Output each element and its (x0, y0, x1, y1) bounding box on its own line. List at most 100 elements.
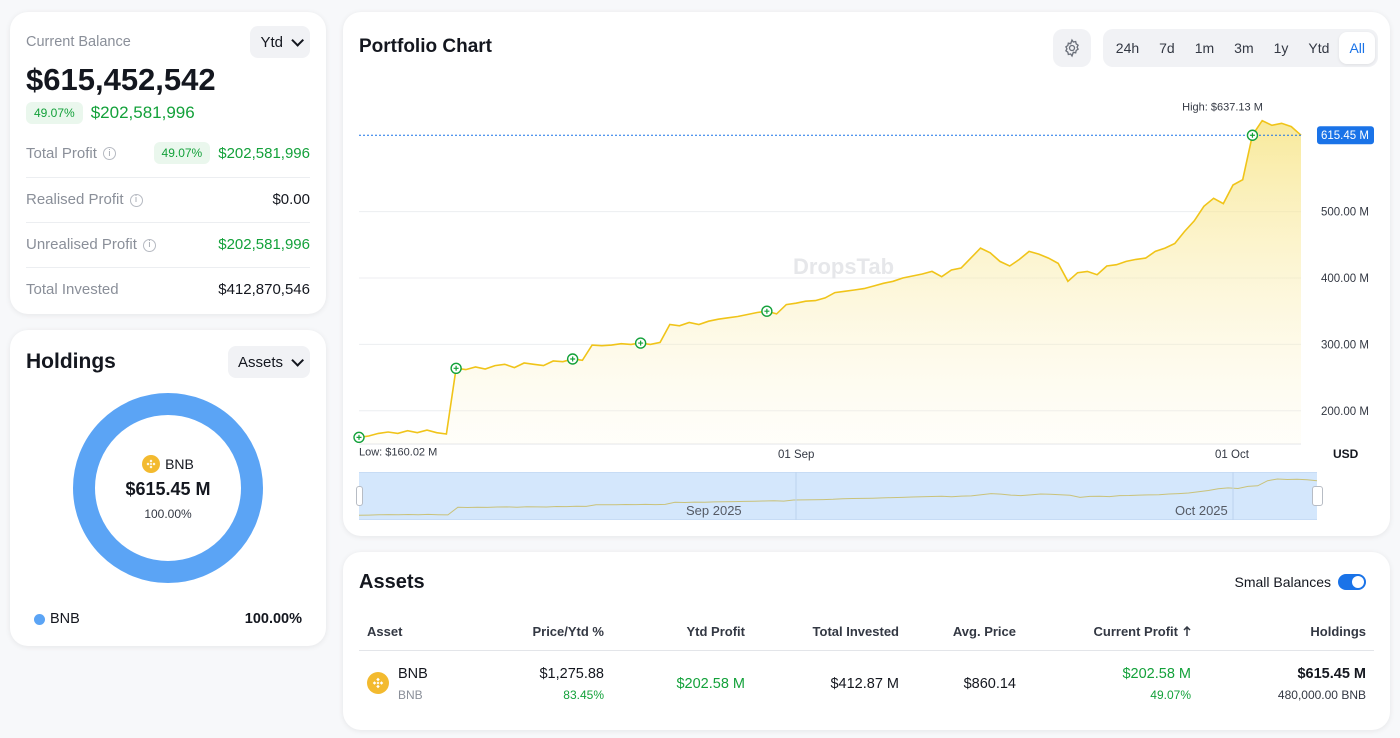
balance-change-value: $202,581,996 (90, 103, 195, 122)
small-balances-label: Small Balances (1234, 574, 1332, 590)
asset-holdings-value: $615.45 M (1297, 666, 1366, 682)
asset-price: $1,275.88 (539, 666, 604, 682)
navigator-left-handle[interactable] (356, 486, 363, 506)
legend-asset-pct: 100.00% (244, 611, 302, 627)
y-tick-label: 300.00 M (1321, 339, 1369, 351)
table-row[interactable]: BNB BNB $1,275.88 83.45% $202.58 M $412.… (343, 652, 1390, 722)
current-value-label: 615.45 M (1321, 130, 1369, 142)
chart-navigator[interactable] (359, 472, 1317, 520)
navigator-mini-chart (359, 472, 1317, 520)
navigator-label-sep: Sep 2025 (686, 503, 742, 518)
info-icon[interactable]: i (142, 238, 156, 252)
total-profit-row: Total Profit i 49.07% $202,581,996 (26, 131, 310, 175)
realised-profit-value: $0.00 (272, 191, 310, 208)
balance-period-label: Ytd (260, 33, 283, 51)
unrealised-profit-value: $202,581,996 (218, 236, 310, 253)
legend-asset-name: BNB (50, 611, 80, 627)
unrealised-profit-label: Unrealised Profit (26, 236, 137, 253)
donut-pct: 100.00% (144, 507, 192, 521)
navigator-right-handle[interactable] (1312, 486, 1323, 506)
current-balance-value: $615,452,542 (26, 62, 216, 97)
chart-watermark: DropsTab (793, 254, 894, 279)
realised-profit-row: Realised Profit i $0.00 (26, 177, 310, 221)
table-header-divider (359, 650, 1374, 651)
assets-title: Assets (359, 571, 425, 593)
buy-marker-icon[interactable] (634, 337, 647, 349)
asset-ytd-profit: $202.58 M (676, 676, 745, 692)
balance-period-dropdown[interactable]: Ytd (250, 26, 310, 58)
col-current-profit-label: Current Profit (1093, 624, 1179, 639)
range-button-1y[interactable]: 1y (1273, 40, 1289, 56)
range-button-all[interactable]: All (1339, 32, 1375, 64)
portfolio-chart-plot[interactable]: 500.00 M 400.00 M 300.00 M 200.00 M 01 Sep 01… (343, 12, 1390, 536)
current-balance-label: Current Balance (26, 34, 131, 50)
asset-ticker: BNB (398, 688, 423, 702)
range-button-7d[interactable]: 7d (1159, 40, 1175, 56)
realised-profit-label: Realised Profit (26, 191, 124, 208)
total-invested-value: $412,870,546 (218, 281, 310, 298)
buy-marker-icon[interactable] (450, 362, 462, 375)
asset-name: BNB (398, 666, 428, 682)
col-avg-price[interactable]: Avg. Price (952, 624, 1016, 639)
holdings-card: Holdings Assets BNB $615.45 M 100.00% BN… (10, 330, 326, 646)
current-value-badge: 615.45 M (1317, 126, 1374, 145)
bnb-coin-icon (142, 455, 161, 473)
total-profit-label: Total Profit (26, 144, 97, 162)
asset-ytd-pct: 83.45% (563, 688, 604, 702)
range-button-ytd[interactable]: Ytd (1308, 40, 1330, 56)
asset-holdings-amount: 480,000.00 BNB (1277, 688, 1366, 702)
portfolio-chart-card: Portfolio Chart 24h 7d 1m 3m 1y Ytd All 500.00… (343, 12, 1390, 536)
buy-marker-icon[interactable] (566, 353, 579, 365)
asset-current-profit: $202.58 M (1122, 666, 1191, 682)
buy-marker-icon[interactable] (353, 431, 365, 444)
total-profit-pct-badge: 49.07% (153, 142, 211, 164)
range-button-24h[interactable]: 24h (1115, 40, 1140, 56)
chart-high-label: High: $637.13 M (1182, 102, 1263, 114)
col-current-profit[interactable]: Current Profit (1094, 624, 1192, 639)
total-invested-row: Total Invested $412,870,546 (26, 267, 310, 311)
chevron-down-icon (291, 33, 304, 47)
buy-marker-icon[interactable] (761, 305, 773, 317)
y-tick-label: 500.00 M (1321, 207, 1369, 219)
col-price-ytd[interactable]: Price/Ytd % (532, 624, 604, 639)
holdings-legend-item[interactable]: BNB 100.00% (34, 611, 302, 627)
donut-segment-bnb[interactable] (73, 393, 263, 583)
donut-asset-label: BNB (165, 456, 194, 472)
range-button-3m[interactable]: 3m (1234, 40, 1254, 56)
y-tick-label: 400.00 M (1321, 273, 1369, 285)
chart-currency-label: USD (1333, 447, 1359, 461)
asset-total-invested: $412.87 M (830, 676, 899, 692)
total-invested-label: Total Invested (26, 281, 119, 298)
donut-value: $615.45 M (125, 479, 211, 499)
assets-card: Assets Small Balances Asset Price/Ytd % … (343, 552, 1390, 730)
chart-title: Portfolio Chart (359, 36, 492, 57)
info-icon[interactable]: i (129, 193, 143, 207)
y-tick-label: 200.00 M (1321, 406, 1369, 418)
gear-icon (1065, 38, 1079, 58)
range-button-1m[interactable]: 1m (1194, 40, 1215, 56)
col-asset[interactable]: Asset (367, 624, 403, 639)
info-icon[interactable]: i (102, 147, 116, 161)
chart-low-label: Low: $160.02 M (359, 446, 437, 458)
unrealised-profit-row: Unrealised Profit i $202,581,996 (26, 222, 310, 266)
col-total-invested[interactable]: Total Invested (812, 624, 899, 639)
chart-settings-button[interactable] (1053, 29, 1091, 67)
navigator-line (359, 478, 1317, 516)
holdings-filter-dropdown[interactable]: Assets (227, 346, 310, 378)
asset-avg-price: $860.14 (963, 676, 1016, 692)
navigator-label-oct: Oct 2025 (1175, 503, 1228, 518)
sort-arrow-up-icon (1183, 626, 1191, 636)
balance-card: Current Balance Ytd $615,452,542 49.07% … (10, 12, 326, 314)
col-holdings[interactable]: Holdings (1310, 624, 1366, 639)
portfolio-line (358, 119, 1302, 439)
holdings-filter-label: Assets (237, 353, 283, 371)
buy-marker-icon[interactable] (1246, 129, 1259, 141)
total-profit-value: $202,581,996 (218, 144, 310, 162)
holdings-donut[interactable] (68, 388, 268, 588)
chevron-down-icon (291, 353, 304, 367)
asset-current-profit-pct: 49.07% (1150, 688, 1191, 702)
legend-color-dot (34, 613, 45, 625)
chart-range-selector: 24h 7d 1m 3m 1y Ytd All (1102, 29, 1378, 67)
col-ytd-profit[interactable]: Ytd Profit (686, 624, 746, 639)
small-balances-toggle[interactable] (1338, 574, 1366, 590)
